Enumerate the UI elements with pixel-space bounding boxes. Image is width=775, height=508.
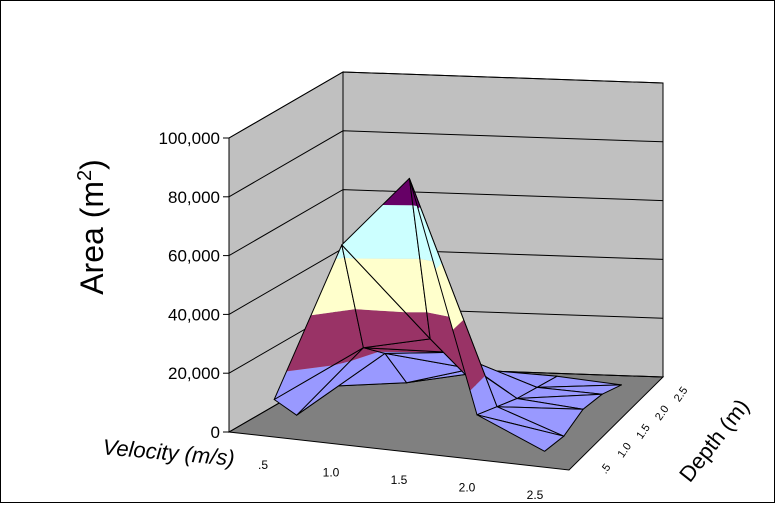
surface-band-patch <box>537 376 622 388</box>
surface-band-patch <box>286 309 364 372</box>
surface-band-patch <box>355 309 431 348</box>
surface-mesh-edge <box>476 414 565 452</box>
surface-band-patch <box>497 398 583 410</box>
z-gridline <box>228 189 664 257</box>
surface-band-patch <box>497 406 583 437</box>
surface-band-patch <box>341 205 420 259</box>
z-tick-label: 20,000 <box>168 364 220 383</box>
z-gridline <box>228 71 664 139</box>
z-tick-label: 40,000 <box>168 305 220 324</box>
surface-band-patch <box>418 206 442 270</box>
surface-band-patch <box>477 414 564 452</box>
surface-band-patch <box>354 258 427 313</box>
z-tick-label: 0 <box>211 423 220 442</box>
velocity-tick-label: .5 <box>258 458 268 472</box>
surface-band-patch <box>435 263 464 330</box>
surface-band-patch <box>350 347 379 362</box>
surface-band-patch <box>311 257 356 316</box>
surface-band-patch <box>382 178 413 206</box>
z-axis-title-close: ) <box>74 159 110 170</box>
z-gridline <box>228 130 664 198</box>
surface-band-patch <box>363 338 451 353</box>
surface-band-patch <box>452 319 486 391</box>
velocity-tick-label: 2.0 <box>459 481 476 495</box>
surface-band-patch <box>517 387 603 399</box>
surface-mesh <box>273 177 622 452</box>
surface-band-patch <box>344 257 406 313</box>
surface-band-patch <box>517 394 603 410</box>
surface-band-patch <box>470 375 497 415</box>
surface-band-patch <box>385 353 472 383</box>
z-axis-title-sup: 2 <box>74 170 96 181</box>
velocity-tick-label: 1.0 <box>323 465 340 479</box>
velocity-tick-label: 2.5 <box>527 488 544 502</box>
surface-band-patch <box>274 361 350 416</box>
z-tick-label: 60,000 <box>168 247 220 266</box>
z-axis-title-text: Area (m <box>74 181 110 295</box>
z-axis-title: Area (m2) <box>74 159 110 295</box>
surface-band-patch <box>477 406 564 437</box>
z-tick-label: 100,000 <box>159 129 220 148</box>
z-tick-label: 80,000 <box>168 188 220 207</box>
velocity-tick-label: 1.5 <box>391 473 408 487</box>
